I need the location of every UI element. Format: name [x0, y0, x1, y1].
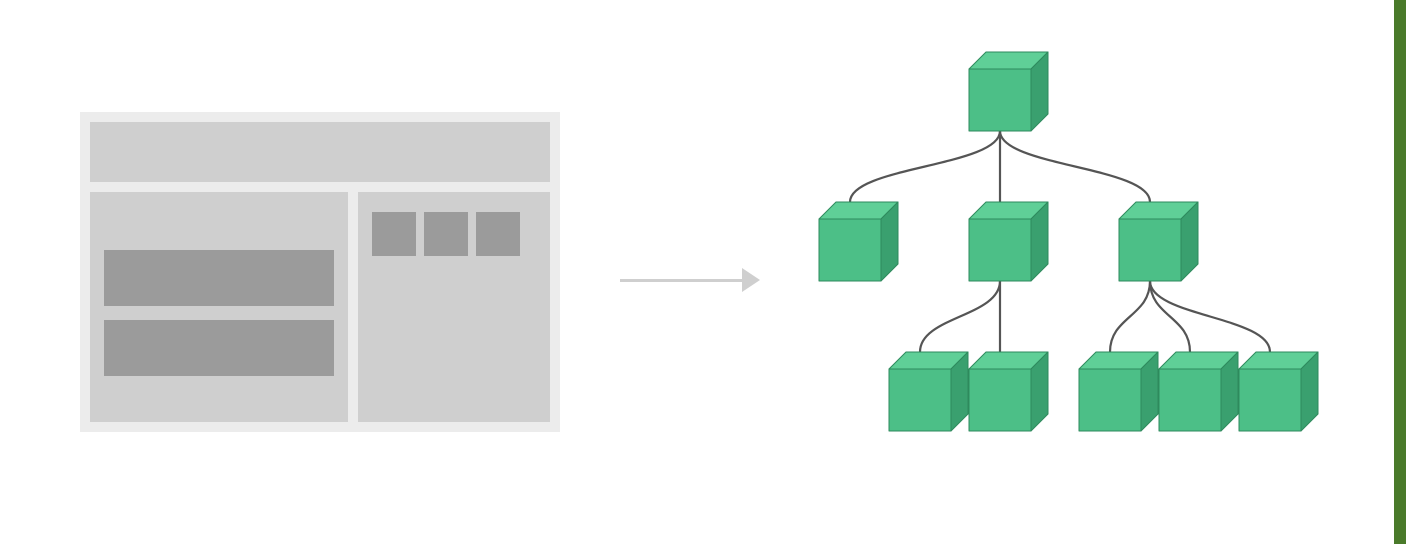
accent-bar — [1394, 0, 1406, 544]
wireframe-header — [90, 122, 550, 182]
tree-edge — [1150, 281, 1270, 352]
wireframe-thumb-0 — [372, 212, 416, 256]
tree-edge — [850, 131, 1000, 202]
arrow-line — [620, 279, 744, 282]
wireframe-side — [358, 192, 550, 422]
wireframe-main-bar-0 — [104, 250, 334, 306]
wireframe-main — [90, 192, 348, 422]
tree-edge — [1150, 281, 1190, 352]
diagram-stage — [0, 0, 1406, 544]
arrow-head — [742, 268, 760, 292]
wireframe-browser — [80, 112, 560, 432]
tree-edge — [920, 281, 1000, 352]
wireframe-main-bar-1 — [104, 320, 334, 376]
wireframe-thumb-2 — [476, 212, 520, 256]
tree-edge — [1110, 281, 1150, 352]
tree-edge — [1000, 131, 1150, 202]
wireframe-thumb-1 — [424, 212, 468, 256]
